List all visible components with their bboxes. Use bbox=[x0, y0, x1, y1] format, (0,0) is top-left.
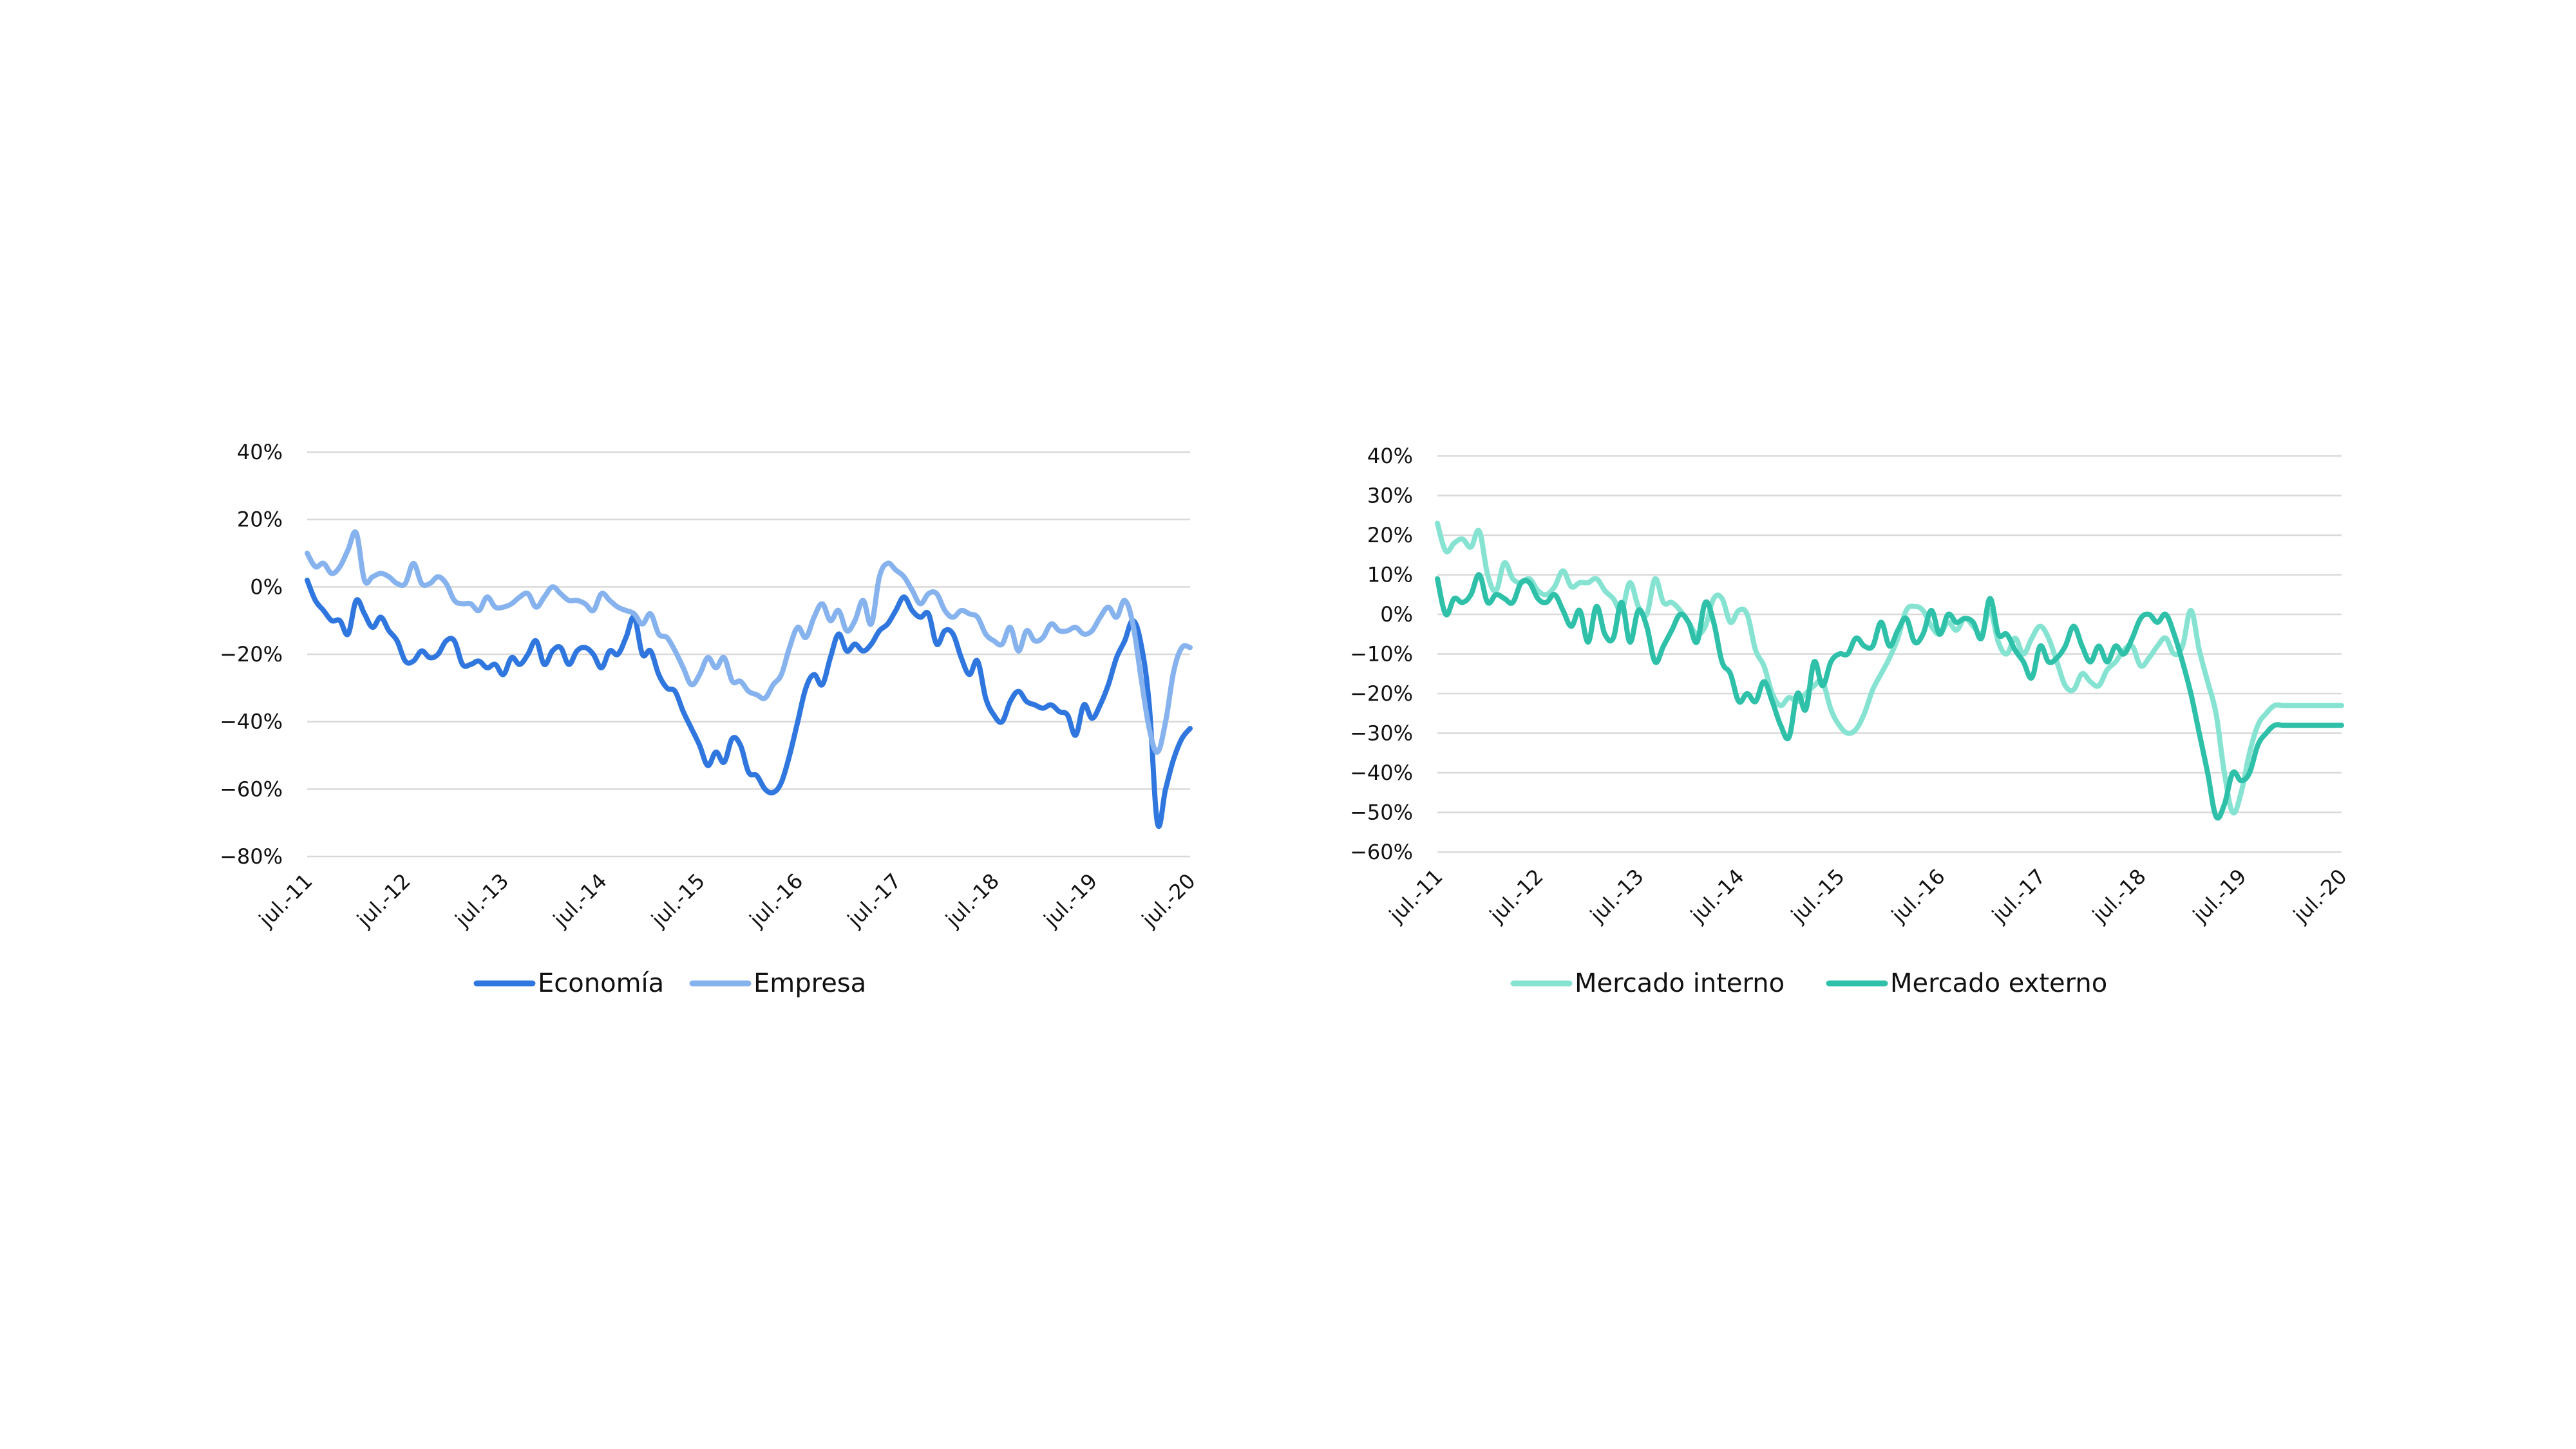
legend-label: Empresa bbox=[753, 969, 866, 998]
x-tick-label: jul.-11 bbox=[254, 869, 317, 933]
x-tick-label: jul.-14 bbox=[548, 869, 612, 933]
x-tick-label: jul.-19 bbox=[2188, 864, 2251, 928]
y-tick-label: 20% bbox=[1367, 523, 1413, 547]
y-tick-label: −30% bbox=[1350, 721, 1413, 746]
y-tick-label: −40% bbox=[1350, 761, 1413, 785]
y-tick-label: −80% bbox=[220, 844, 283, 869]
series-line-mercado-externo bbox=[1435, 572, 2344, 821]
x-tick-label: jul.-17 bbox=[1987, 864, 2050, 928]
gridlines bbox=[307, 451, 1190, 858]
series-line-mercado-interno bbox=[1435, 520, 2344, 816]
x-tick-label: jul.-11 bbox=[1384, 864, 1448, 928]
legend: Economía Empresa bbox=[473, 969, 866, 998]
x-tick-label: jul.-12 bbox=[352, 869, 415, 933]
x-tick-label: jul.-13 bbox=[450, 869, 514, 933]
legend-label: Mercado interno bbox=[1575, 969, 1785, 998]
y-tick-label: −10% bbox=[1350, 642, 1413, 667]
x-tick-label: jul.-18 bbox=[940, 869, 1004, 933]
y-tick-label: −60% bbox=[220, 777, 283, 801]
chart-mercado-interno-externo: 40%30%20%10%0%−10%−20%−30%−40%−50%−60%ju… bbox=[1350, 444, 2352, 998]
gridlines bbox=[1437, 455, 2342, 853]
y-tick-label: 40% bbox=[1367, 444, 1413, 468]
x-tick-label: jul.-19 bbox=[1039, 869, 1103, 933]
x-tick-label: jul.-15 bbox=[1786, 864, 1850, 928]
y-tick-label: −20% bbox=[220, 642, 283, 667]
y-tick-label: −50% bbox=[1350, 800, 1413, 825]
x-tick-label: jul.-17 bbox=[842, 869, 906, 933]
x-tick-label: jul.-18 bbox=[2087, 864, 2151, 928]
y-tick-label: 10% bbox=[1367, 563, 1413, 587]
y-tick-label: 40% bbox=[237, 440, 283, 464]
y-tick-label: 20% bbox=[237, 507, 283, 532]
y-tick-label: 0% bbox=[250, 574, 283, 599]
y-tick-label: 0% bbox=[1380, 602, 1413, 627]
series-line-empresa bbox=[305, 529, 1193, 755]
y-tick-label: −60% bbox=[1350, 840, 1413, 864]
x-tick-label: jul.-14 bbox=[1685, 864, 1749, 928]
x-tick-label: jul.-13 bbox=[1585, 864, 1649, 928]
chart-economia-empresa: 40% 20% 0% −20% −40% −60% −80%jul.-11 jul.-12 ju… bbox=[220, 440, 1200, 998]
x-tick-label: jul.-16 bbox=[744, 869, 808, 933]
x-tick-label: jul.-20 bbox=[1137, 869, 1200, 933]
legend-label: Mercado externo bbox=[1890, 969, 2107, 998]
x-tick-label: jul.-12 bbox=[1484, 864, 1548, 928]
x-tick-label: jul.-15 bbox=[646, 869, 710, 933]
x-tick-label: jul.-20 bbox=[2288, 864, 2352, 928]
legend: Mercado interno Mercado externo bbox=[1510, 969, 2107, 998]
y-tick-label: −40% bbox=[220, 710, 283, 734]
y-tick-label: −20% bbox=[1350, 681, 1413, 706]
legend-label: Economía bbox=[538, 969, 664, 998]
x-tick-label: jul.-16 bbox=[1886, 864, 1950, 928]
y-tick-label: 30% bbox=[1367, 484, 1413, 508]
series-line-economia bbox=[305, 577, 1193, 829]
